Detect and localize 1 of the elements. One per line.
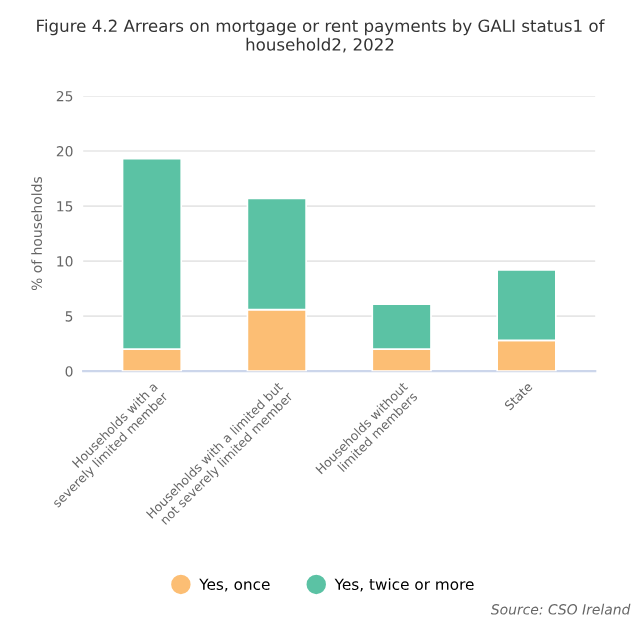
chart-title: Figure 4.2 Arrears on mortgage or rent payments by GALI status1 of household2, 2022 (37, 19, 605, 53)
